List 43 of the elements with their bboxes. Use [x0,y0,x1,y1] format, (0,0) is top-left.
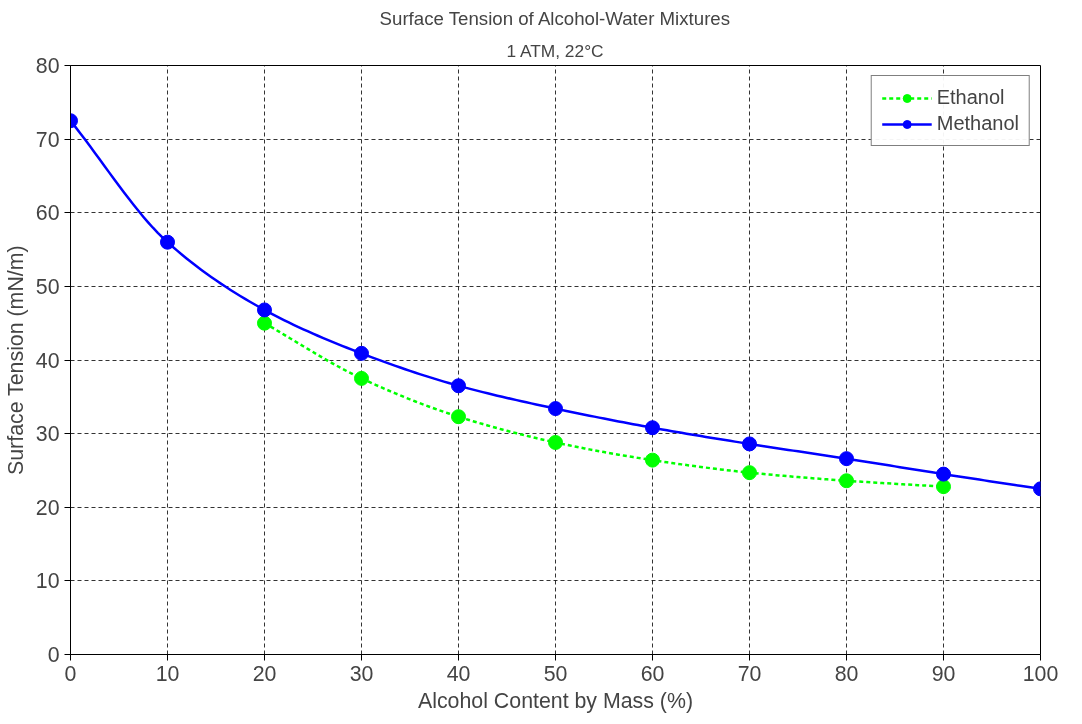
x-tick-label: 70 [737,661,762,686]
y-tick-label: 50 [35,274,60,299]
point [742,465,757,481]
point [548,401,563,417]
point [451,378,466,394]
point [645,452,660,468]
point [936,466,951,482]
x-tick-label: 0 [64,661,77,686]
x-tick-label: 50 [543,661,568,686]
x-tick-label: 60 [640,661,665,686]
point [257,302,272,318]
x-tick-label: 20 [252,661,277,686]
y-tick-label: 0 [47,643,60,667]
y-tick-label: 70 [35,127,60,152]
x-tick-label: 100 [1022,661,1059,686]
point [354,345,369,361]
point [160,234,175,250]
point [354,370,369,386]
point [548,434,563,450]
y-tick-label: 20 [35,495,60,520]
point [839,451,854,467]
y-tick-label: 10 [35,569,60,594]
x-tick-label: 10 [155,661,180,686]
x-axis-title: Alcohol Content by Mass (%) [418,688,694,713]
point [451,409,466,425]
point [742,436,757,452]
x-tick-label: 90 [931,661,956,686]
y-tick-label: 40 [35,348,60,373]
legend-label: Ethanol [936,86,1005,109]
x-tick-label: 30 [349,661,374,686]
point [936,479,951,495]
y-tick-label: 60 [35,201,60,226]
legend-label: Methanol [936,112,1019,135]
point [839,473,854,489]
y-axis-title: Surface Tension (mN/m) [3,245,28,475]
chart-title: Surface Tension of Alcohol-Water Mixtures [379,7,731,29]
y-tick-label: 30 [35,422,60,447]
point [645,420,660,436]
x-tick-label: 80 [834,661,859,686]
y-tick-label: 80 [35,54,60,78]
x-tick-label: 40 [446,661,471,686]
point [257,315,272,331]
chart-subtitle: 1 ATM, 22°C [506,40,604,61]
